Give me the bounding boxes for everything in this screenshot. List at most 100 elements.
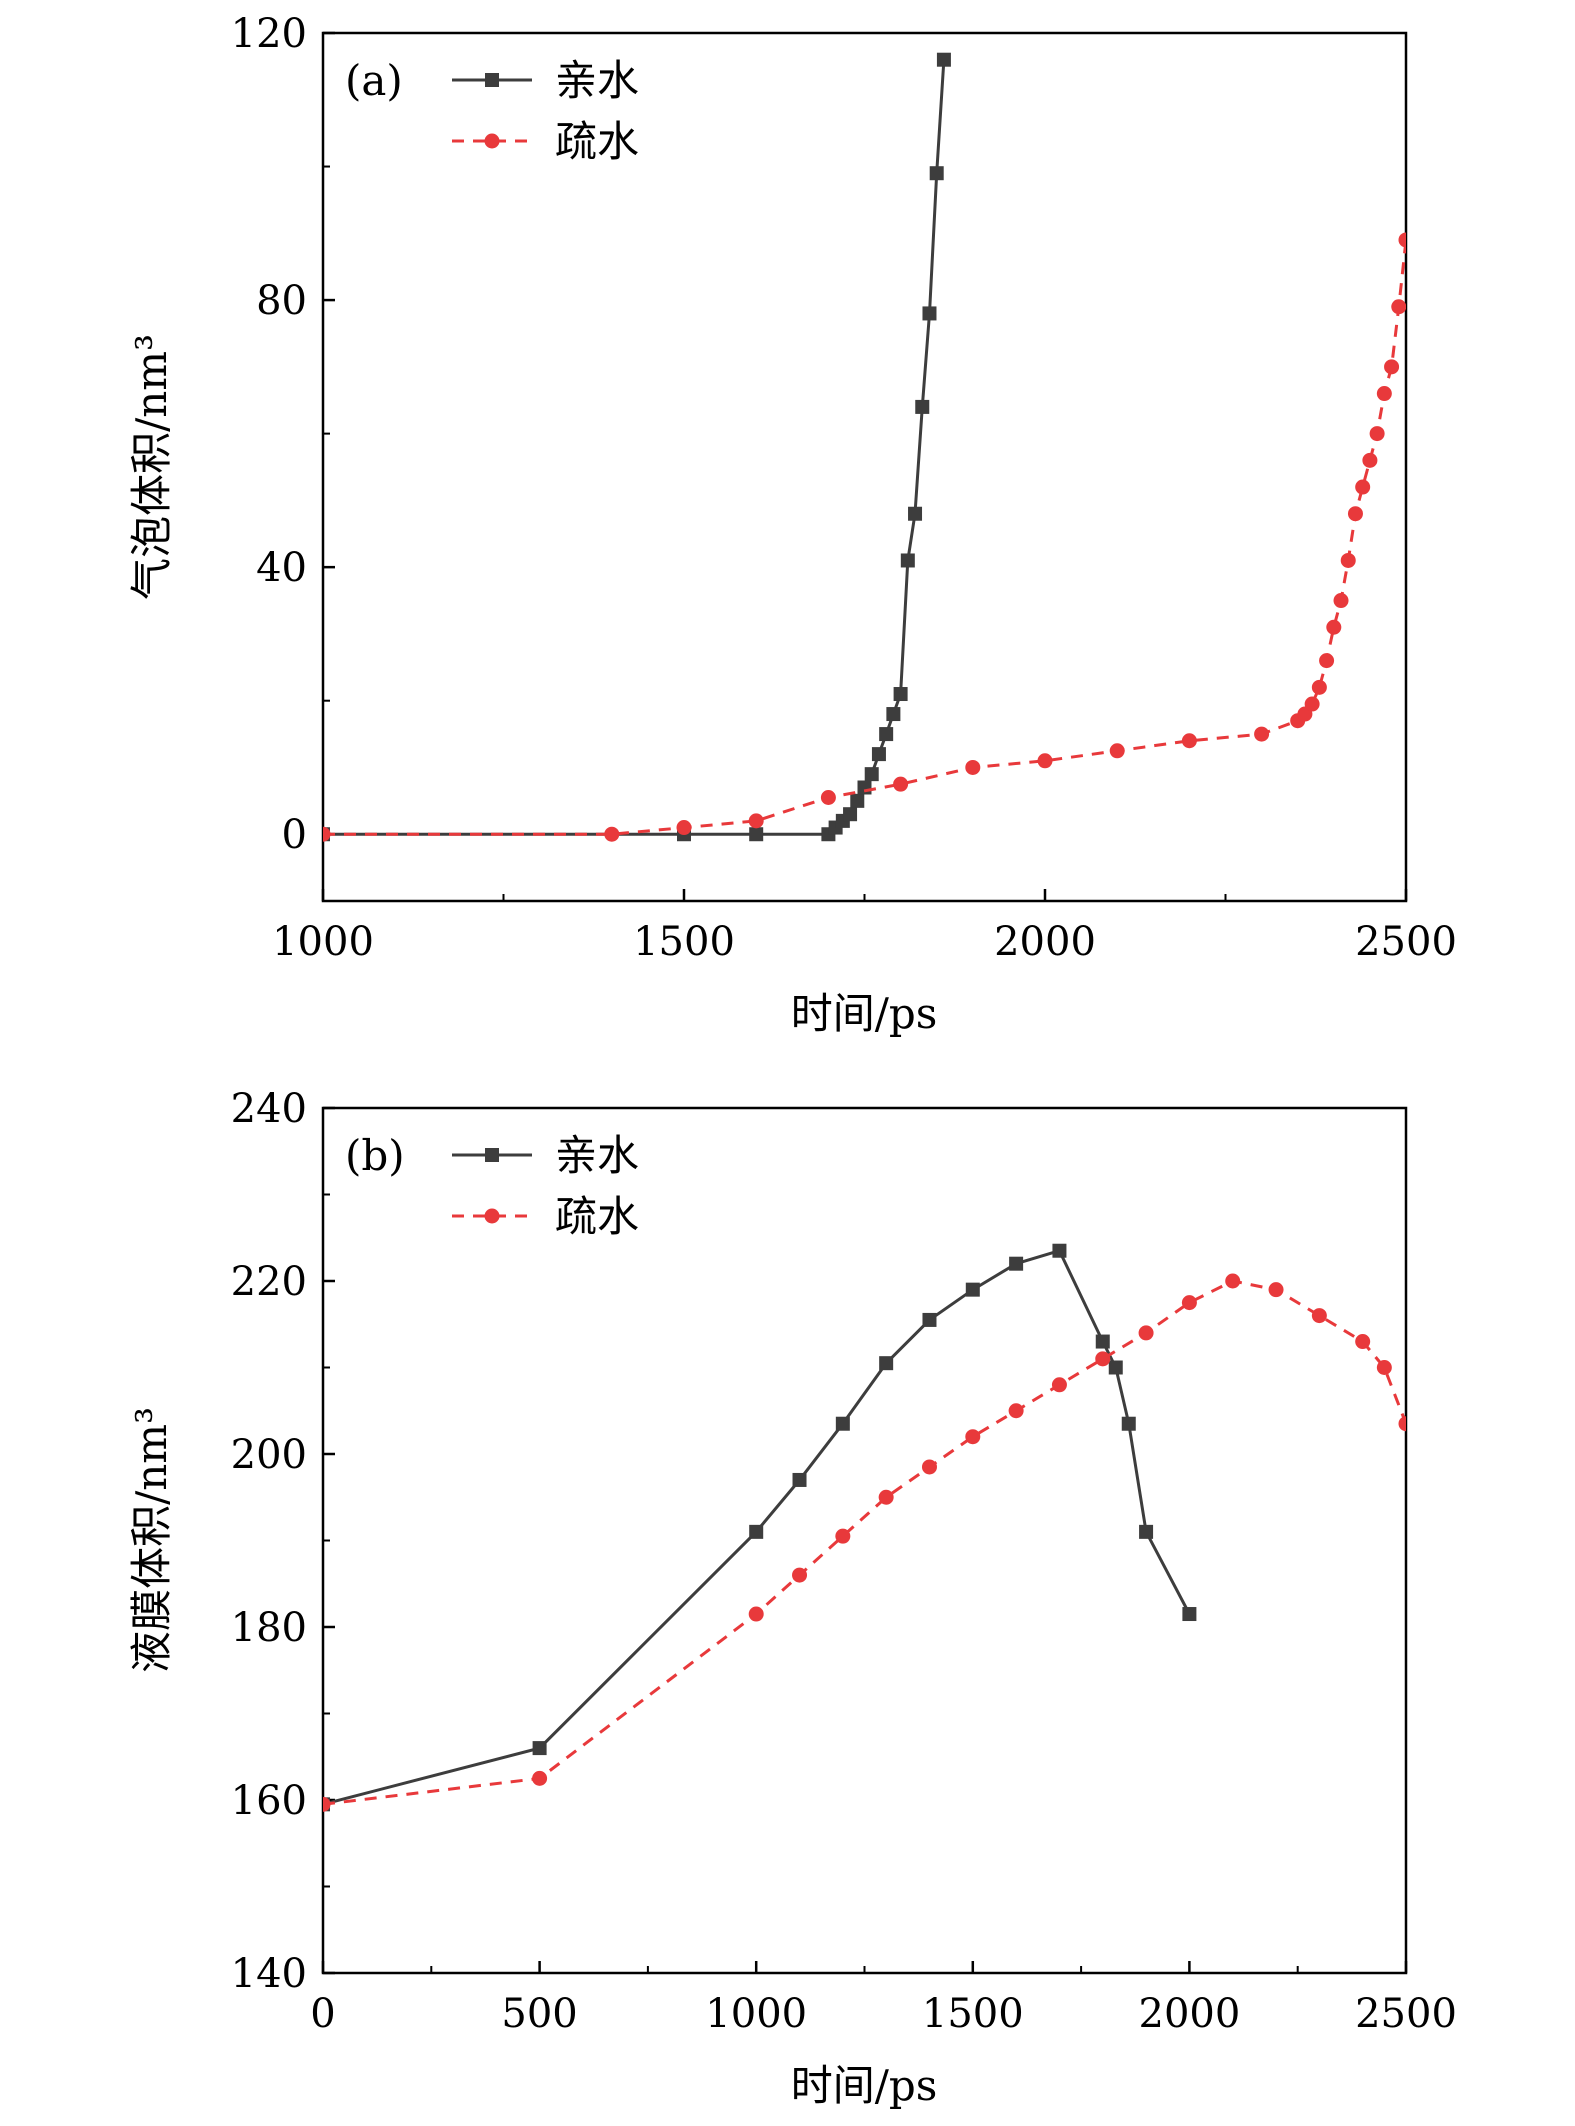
y-tick-label: 80 (256, 278, 307, 324)
data-point-hydrophilic (1182, 1607, 1197, 1622)
data-point-hydrophilic (908, 506, 923, 521)
data-point-hydrophobic (965, 1429, 981, 1445)
data-point-hydrophobic (1376, 386, 1392, 402)
data-point-hydrophilic (857, 780, 872, 795)
data-point-hydrophobic (1369, 426, 1385, 442)
data-point-hydrophobic (1384, 359, 1400, 375)
data-point-hydrophilic (879, 727, 894, 742)
plot-frame-a (321, 31, 1408, 903)
data-point-hydrophobic (676, 820, 692, 836)
axis-ticks-b: 0 500 1000 1500 2000 2500 140 160 180 200 220 240 (231, 1086, 1457, 2037)
panel-label-b: (b) (345, 1131, 405, 1180)
x-tick-label: 2000 (994, 919, 1096, 965)
x-tick-label: 1000 (705, 1991, 807, 2037)
data-point-hydrophilic (835, 1416, 850, 1431)
x-tick-label: 2500 (1355, 919, 1457, 965)
legend-marker-hydrophobic-b (484, 1208, 500, 1224)
data-point-hydrophilic (936, 52, 951, 67)
series-line-hydrophilic (323, 59, 946, 836)
data-point-hydrophobic (878, 1489, 894, 1505)
y-tick-label: 0 (282, 812, 307, 858)
legend-label-hydrophilic-b: 亲水 (555, 1131, 639, 1180)
y-axis-title-b: 液膜体积/nm³ (127, 1407, 176, 1673)
data-point-hydrophobic (1398, 232, 1406, 248)
y-tick-label: 140 (231, 1951, 307, 1997)
series-group-b (323, 1243, 1406, 1812)
legend-b: 亲水 疏水 (452, 1131, 639, 1241)
data-point-hydrophobic (1051, 1377, 1067, 1393)
data-point-hydrophobic (1225, 1273, 1241, 1289)
data-point-hydrophobic (1355, 479, 1371, 495)
data-point-hydrophobic (1109, 743, 1125, 759)
data-point-hydrophilic (886, 707, 901, 722)
data-point-hydrophobic (323, 826, 331, 842)
x-tick-label: 1000 (272, 919, 374, 965)
data-point-hydrophilic (864, 767, 879, 782)
legend-label-hydrophobic-b: 疏水 (555, 1192, 639, 1241)
legend-marker-hydrophilic-b (485, 1148, 499, 1162)
x-tick-label: 2500 (1355, 1991, 1457, 2037)
data-point-hydrophobic (1319, 653, 1335, 669)
data-point-hydrophobic (1095, 1351, 1111, 1367)
data-point-hydrophobic (1008, 1403, 1024, 1419)
x-tick-label: 0 (310, 1991, 335, 2037)
y-axis-title-a: 气泡体积/nm³ (127, 334, 176, 600)
data-point-hydrophobic (1138, 1325, 1154, 1341)
data-point-hydrophobic (792, 1567, 808, 1583)
data-point-hydrophilic (871, 747, 886, 762)
data-point-hydrophilic (893, 687, 908, 702)
data-point-hydrophobic (1340, 552, 1356, 568)
y-tick-label: 160 (231, 1778, 307, 1824)
data-point-hydrophobic (893, 776, 909, 792)
data-point-hydrophobic (1398, 1416, 1406, 1432)
data-point-hydrophobic (1311, 679, 1327, 695)
y-tick-label: 240 (231, 1086, 307, 1132)
data-point-hydrophobic (1326, 619, 1342, 635)
y-tick-label: 180 (231, 1605, 307, 1651)
data-point-hydrophobic (323, 1796, 331, 1812)
series-group-a (323, 52, 1406, 842)
y-tick-label: 40 (256, 545, 307, 591)
data-point-hydrophobic (1181, 733, 1197, 749)
x-tick-label: 1500 (922, 1991, 1024, 2037)
data-point-hydrophilic (1139, 1524, 1154, 1539)
data-point-hydrophobic (1391, 299, 1406, 315)
data-point-hydrophilic (879, 1356, 894, 1371)
data-point-hydrophobic (1037, 753, 1053, 769)
x-tick-label: 500 (501, 1991, 577, 2037)
data-point-hydrophobic (1254, 726, 1270, 742)
y-tick-label: 200 (231, 1432, 307, 1478)
data-point-hydrophilic (965, 1282, 980, 1297)
legend-label-hydrophilic-a: 亲水 (555, 56, 639, 105)
data-point-hydrophobic (1181, 1295, 1197, 1311)
data-point-hydrophilic (792, 1472, 807, 1487)
series-line-hydrophobic (323, 1279, 1406, 1806)
data-point-hydrophobic (835, 1528, 851, 1544)
x-axis-title-b: 时间/ps (791, 2061, 938, 2110)
x-tick-label: 1500 (633, 919, 735, 965)
data-point-hydrophilic (1121, 1416, 1136, 1431)
data-point-hydrophobic (748, 1606, 764, 1622)
data-point-hydrophobic (820, 790, 836, 806)
data-point-hydrophobic (748, 813, 764, 829)
data-point-hydrophilic (1108, 1360, 1123, 1375)
data-point-hydrophobic (1376, 1360, 1392, 1375)
data-point-hydrophobic (1333, 593, 1349, 609)
chart-b: 0 500 1000 1500 2000 2500 140 160 180 200 220 240 (… (127, 1086, 1457, 2110)
legend-marker-hydrophobic-a (484, 133, 500, 149)
data-point-hydrophilic (922, 306, 937, 321)
data-point-hydrophobic (604, 826, 620, 842)
legend-label-hydrophobic-a: 疏水 (555, 117, 639, 166)
x-axis-title-a: 时间/ps (791, 989, 938, 1038)
legend-marker-hydrophilic-a (485, 73, 499, 87)
data-point-hydrophilic (749, 827, 764, 842)
data-point-hydrophobic (532, 1770, 548, 1786)
data-point-hydrophilic (929, 166, 944, 181)
axis-ticks-a: 1000 1500 2000 2500 0 40 80 120 (231, 11, 1457, 965)
data-point-hydrophilic (922, 1312, 937, 1327)
data-point-hydrophilic (900, 553, 915, 568)
data-point-hydrophobic (1355, 1334, 1371, 1350)
data-point-hydrophobic (1268, 1282, 1284, 1298)
data-point-hydrophobic (1362, 452, 1378, 468)
